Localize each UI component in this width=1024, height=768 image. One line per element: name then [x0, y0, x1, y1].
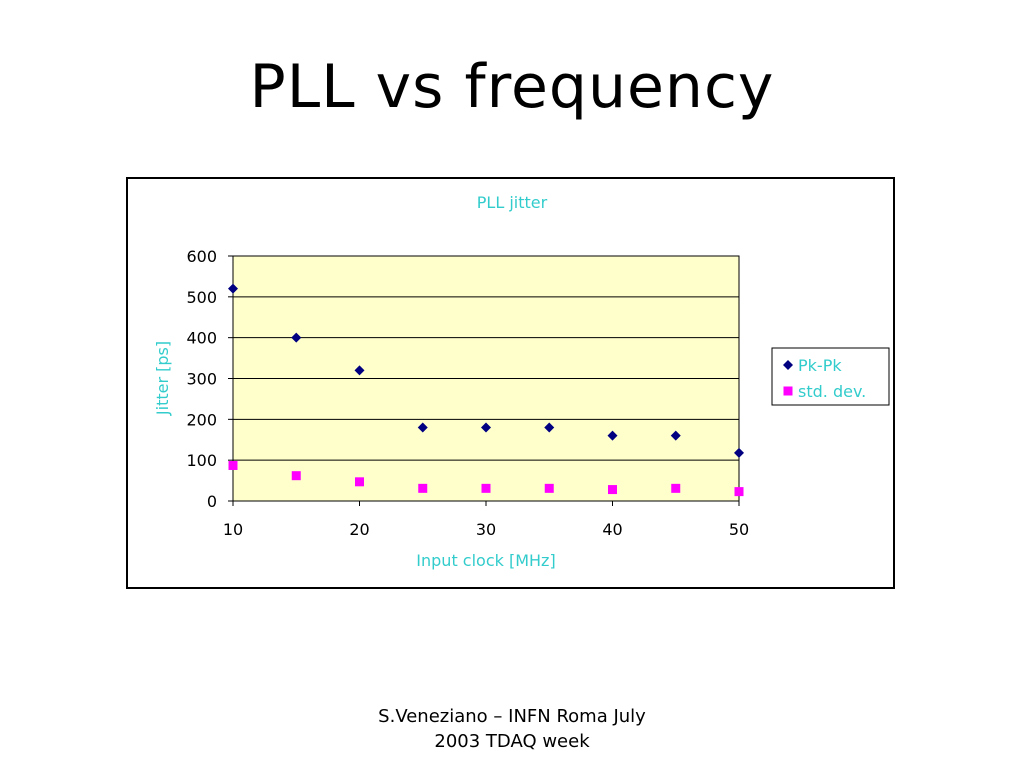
data-point-std-dev — [418, 483, 428, 493]
legend: Pk-Pk std. dev. — [771, 347, 890, 406]
data-point-std-dev — [608, 485, 617, 495]
data-point-pk-pk — [291, 332, 302, 343]
data-point-std-dev — [291, 471, 301, 481]
data-points — [228, 283, 744, 497]
data-point-pk-pk — [417, 422, 428, 433]
slide-title: PLL vs frequency — [249, 52, 775, 122]
y-tick-label: 500 — [186, 288, 217, 307]
axes: 0 100 200 300 400 500 600 10 20 30 40 50 — [186, 247, 749, 539]
y-tick-label: 400 — [186, 329, 217, 348]
chart-frame: 0 100 200 300 400 500 600 10 20 30 40 50 PLL jitter… — [126, 177, 895, 589]
data-point-std-dev — [481, 483, 491, 493]
y-tick-label: 100 — [186, 451, 217, 470]
legend-marker-pk-pk — [783, 360, 793, 370]
data-point-pk-pk — [481, 422, 491, 433]
data-point-std-dev — [734, 487, 744, 497]
chart-title: PLL jitter — [477, 193, 548, 212]
data-point-std-dev — [671, 483, 681, 493]
y-axis-label: Jitter [ps] — [153, 341, 172, 416]
data-point-std-dev — [355, 477, 364, 487]
y-tick-label: 600 — [186, 247, 217, 266]
data-point-std-dev — [228, 460, 238, 470]
pll-jitter-chart: 0 100 200 300 400 500 600 10 20 30 40 50 PLL jitter… — [153, 193, 890, 570]
footer-line-2: 2003 TDAQ week — [434, 731, 590, 752]
data-point-pk-pk — [734, 447, 744, 458]
y-tick-label: 300 — [186, 370, 217, 389]
x-tick-label: 40 — [602, 520, 622, 539]
data-point-pk-pk — [607, 430, 618, 441]
x-tick-label: 50 — [729, 520, 749, 539]
legend-items: Pk-Pk std. dev. — [783, 356, 866, 401]
y-tick-label: 0 — [207, 492, 217, 511]
x-tick-label: 30 — [476, 520, 496, 539]
data-point-pk-pk — [670, 430, 681, 441]
data-point-pk-pk — [544, 422, 555, 433]
x-tick-label: 20 — [349, 520, 369, 539]
legend-marker-std-dev — [783, 386, 793, 396]
x-axis-label: Input clock [MHz] — [416, 551, 555, 570]
legend-label-std-dev: std. dev. — [798, 382, 866, 401]
data-point-pk-pk — [354, 365, 365, 376]
footer-line-1: S.Veneziano – INFN Roma July — [378, 706, 646, 727]
legend-label-pk-pk: Pk-Pk — [798, 356, 842, 375]
gridlines — [233, 296, 739, 461]
slide-footer: S.Veneziano – INFN Roma July 2003 TDAQ w… — [312, 704, 712, 754]
x-tick-label: 10 — [223, 520, 243, 539]
data-point-std-dev — [544, 483, 554, 493]
y-tick-label: 200 — [186, 410, 217, 429]
data-point-pk-pk — [228, 283, 238, 294]
